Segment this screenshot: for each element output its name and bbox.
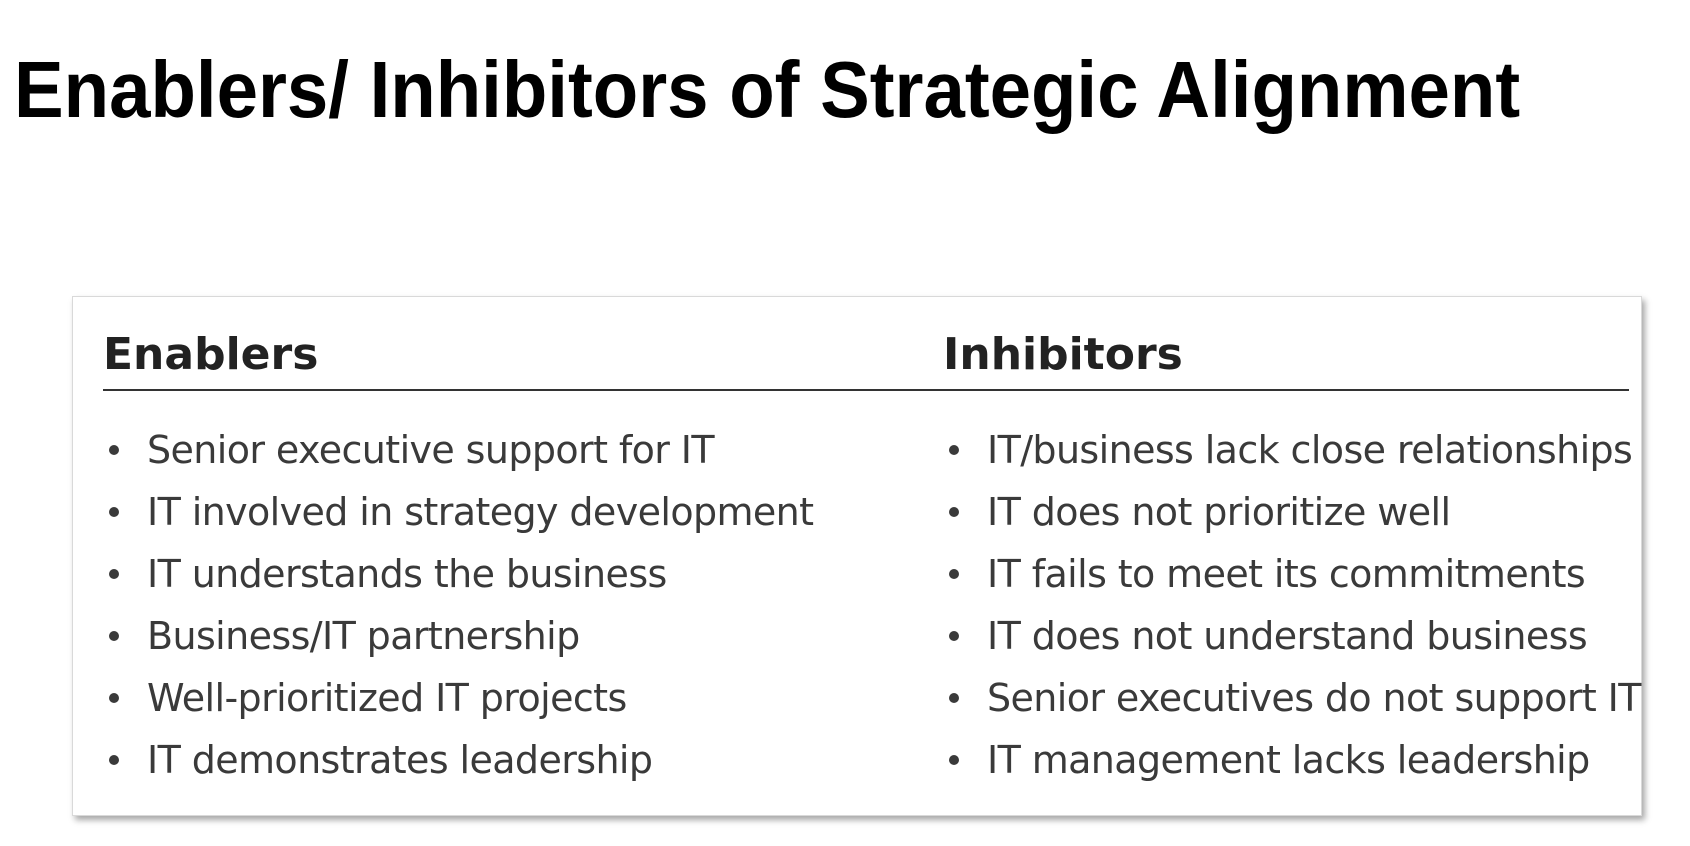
inhibitor-item: IT/business lack close relationships [943,419,1641,481]
bullet-icon [949,630,959,641]
bullet-icon [949,754,959,765]
enabler-item: Business/IT partnership [103,605,813,667]
inhibitor-text: Senior executives do not support IT [987,676,1641,720]
enabler-text: Senior executive support for IT [147,428,715,472]
bullet-icon [949,444,959,455]
enabler-item: IT understands the business [103,543,813,605]
inhibitor-item: IT fails to meet its commitments [943,543,1641,605]
slide-title: Enablers/ Inhibitors of Strategic Alignm… [14,45,1521,134]
inhibitor-item: Senior executives do not support IT [943,667,1641,729]
enabler-text: Business/IT partnership [147,614,580,658]
enabler-item: IT involved in strategy development [103,481,814,543]
enabler-text: Well-prioritized IT projects [147,676,627,720]
enabler-item: Senior executive support for IT [103,419,813,481]
bullet-icon [109,506,119,517]
inhibitor-text: IT/business lack close relationships [987,428,1633,472]
enablers-inhibitors-table: Enablers Inhibitors Senior executive sup… [72,296,1642,816]
inhibitor-item: IT management lacks leadership [943,729,1641,791]
inhibitor-item: IT does not prioritize well [943,481,1641,543]
enabler-item: Well-prioritized IT projects [103,667,813,729]
enabler-text: IT demonstrates leadership [147,738,653,782]
inhibitor-text: IT does not understand business [987,614,1588,658]
bullet-icon [109,444,119,455]
enablers-list: Senior executive support for IT IT invol… [103,419,814,791]
bullet-icon [109,692,119,703]
header-divider [103,389,1629,391]
inhibitors-list: IT/business lack close relationships IT … [943,419,1641,791]
bullet-icon [109,568,119,579]
inhibitor-item: IT does not understand business [943,605,1641,667]
inhibitor-text: IT management lacks leadership [987,738,1590,782]
bullet-icon [949,506,959,517]
enablers-header: Enablers [103,329,319,380]
bullet-icon [109,754,119,765]
inhibitor-text: IT fails to meet its commitments [987,552,1586,596]
bullet-icon [949,692,959,703]
bullet-icon [109,630,119,641]
bullet-icon [949,568,959,579]
inhibitor-text: IT does not prioritize well [987,490,1451,534]
inhibitors-header: Inhibitors [943,329,1183,380]
enabler-text: IT understands the business [147,552,667,596]
enabler-item: IT demonstrates leadership [103,729,813,791]
enabler-text: IT involved in strategy development [147,490,814,534]
